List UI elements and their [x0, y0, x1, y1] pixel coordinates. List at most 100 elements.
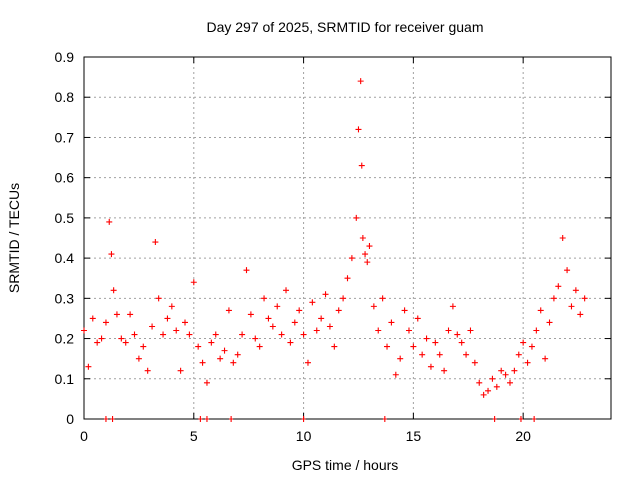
data-point	[506, 379, 513, 386]
data-point	[528, 343, 535, 350]
data-point	[388, 319, 395, 326]
data-point	[463, 351, 470, 358]
data-point	[221, 347, 228, 354]
bottom-marker	[518, 416, 523, 422]
data-point	[489, 375, 496, 382]
y-tick-label: 0.2	[55, 331, 75, 347]
data-point	[85, 363, 92, 370]
data-point	[322, 291, 329, 298]
bottom-marker	[198, 416, 203, 422]
x-tick-label: 0	[80, 428, 88, 444]
chart-title: Day 297 of 2025, SRMTID for receiver gua…	[206, 19, 483, 35]
data-point	[278, 331, 285, 338]
data-point	[300, 331, 307, 338]
data-point	[335, 307, 342, 314]
x-tick-label: 5	[190, 428, 198, 444]
data-point	[152, 239, 159, 246]
data-point	[230, 359, 237, 366]
axis-ticks: 0 0.1 0.2 0.3 0.4 0.5 0.6 0.7 0.8 0.9 0 5 10 15 20	[55, 49, 611, 444]
bottom-marker	[492, 416, 497, 422]
data-point	[405, 327, 412, 334]
data-point	[414, 315, 421, 322]
data-point	[304, 359, 311, 366]
data-point	[212, 331, 219, 338]
data-point	[199, 359, 206, 366]
data-point	[550, 295, 557, 302]
data-point	[318, 315, 325, 322]
data-point	[568, 303, 575, 310]
data-point	[366, 243, 373, 250]
data-point	[313, 327, 320, 334]
y-tick-label: 0.3	[55, 290, 75, 306]
data-point	[436, 351, 443, 358]
y-tick-label: 0.9	[55, 49, 75, 65]
data-point	[208, 339, 215, 346]
y-tick-label: 0.4	[55, 250, 75, 266]
data-point	[131, 331, 138, 338]
data-point	[256, 343, 263, 350]
y-tick-label: 0.6	[55, 170, 75, 186]
data-point	[252, 335, 259, 342]
data-point	[195, 343, 202, 350]
data-point	[108, 251, 115, 258]
data-point	[524, 359, 531, 366]
data-point	[326, 323, 333, 330]
data-point	[515, 351, 522, 358]
data-point	[113, 311, 120, 318]
data-point	[127, 311, 134, 318]
data-point	[432, 339, 439, 346]
data-point	[397, 355, 404, 362]
data-point	[291, 319, 298, 326]
data-point	[243, 267, 250, 274]
data-point	[269, 323, 276, 330]
data-point	[546, 319, 553, 326]
bottom-marker	[382, 416, 387, 422]
data-point	[168, 303, 175, 310]
data-point	[94, 339, 101, 346]
y-tick-label: 0	[66, 411, 74, 427]
data-point	[287, 339, 294, 346]
data-point	[296, 307, 303, 314]
data-point	[410, 343, 417, 350]
data-point	[467, 327, 474, 334]
bottom-marker	[301, 416, 306, 422]
data-point	[110, 287, 117, 294]
data-point	[379, 295, 386, 302]
data-point	[364, 259, 371, 266]
data-point	[182, 319, 189, 326]
data-point	[102, 319, 109, 326]
bottom-markers	[103, 416, 537, 422]
data-point	[581, 295, 588, 302]
data-point	[239, 331, 246, 338]
data-point	[471, 359, 478, 366]
data-point	[511, 367, 518, 374]
data-point	[261, 295, 268, 302]
data-point	[427, 363, 434, 370]
data-point	[555, 283, 562, 290]
data-point	[445, 327, 452, 334]
data-point	[375, 327, 382, 334]
data-point	[283, 287, 290, 294]
y-tick-label: 0.1	[55, 371, 75, 387]
data-point	[476, 379, 483, 386]
data-point	[370, 303, 377, 310]
data-point	[441, 367, 448, 374]
data-point	[353, 214, 360, 221]
data-point	[358, 162, 365, 169]
data-point	[217, 355, 224, 362]
data-point	[274, 303, 281, 310]
x-tick-label: 15	[406, 428, 422, 444]
y-tick-label: 0.7	[55, 129, 75, 145]
data-point	[149, 323, 156, 330]
data-point	[423, 335, 430, 342]
data-point	[359, 235, 366, 241]
data-point	[135, 355, 142, 362]
data-point	[164, 315, 171, 322]
data-point	[340, 295, 347, 302]
data-point	[118, 335, 125, 342]
data-point	[309, 299, 316, 306]
data-point	[203, 379, 210, 386]
data-point	[362, 251, 369, 258]
data-point	[577, 311, 584, 318]
